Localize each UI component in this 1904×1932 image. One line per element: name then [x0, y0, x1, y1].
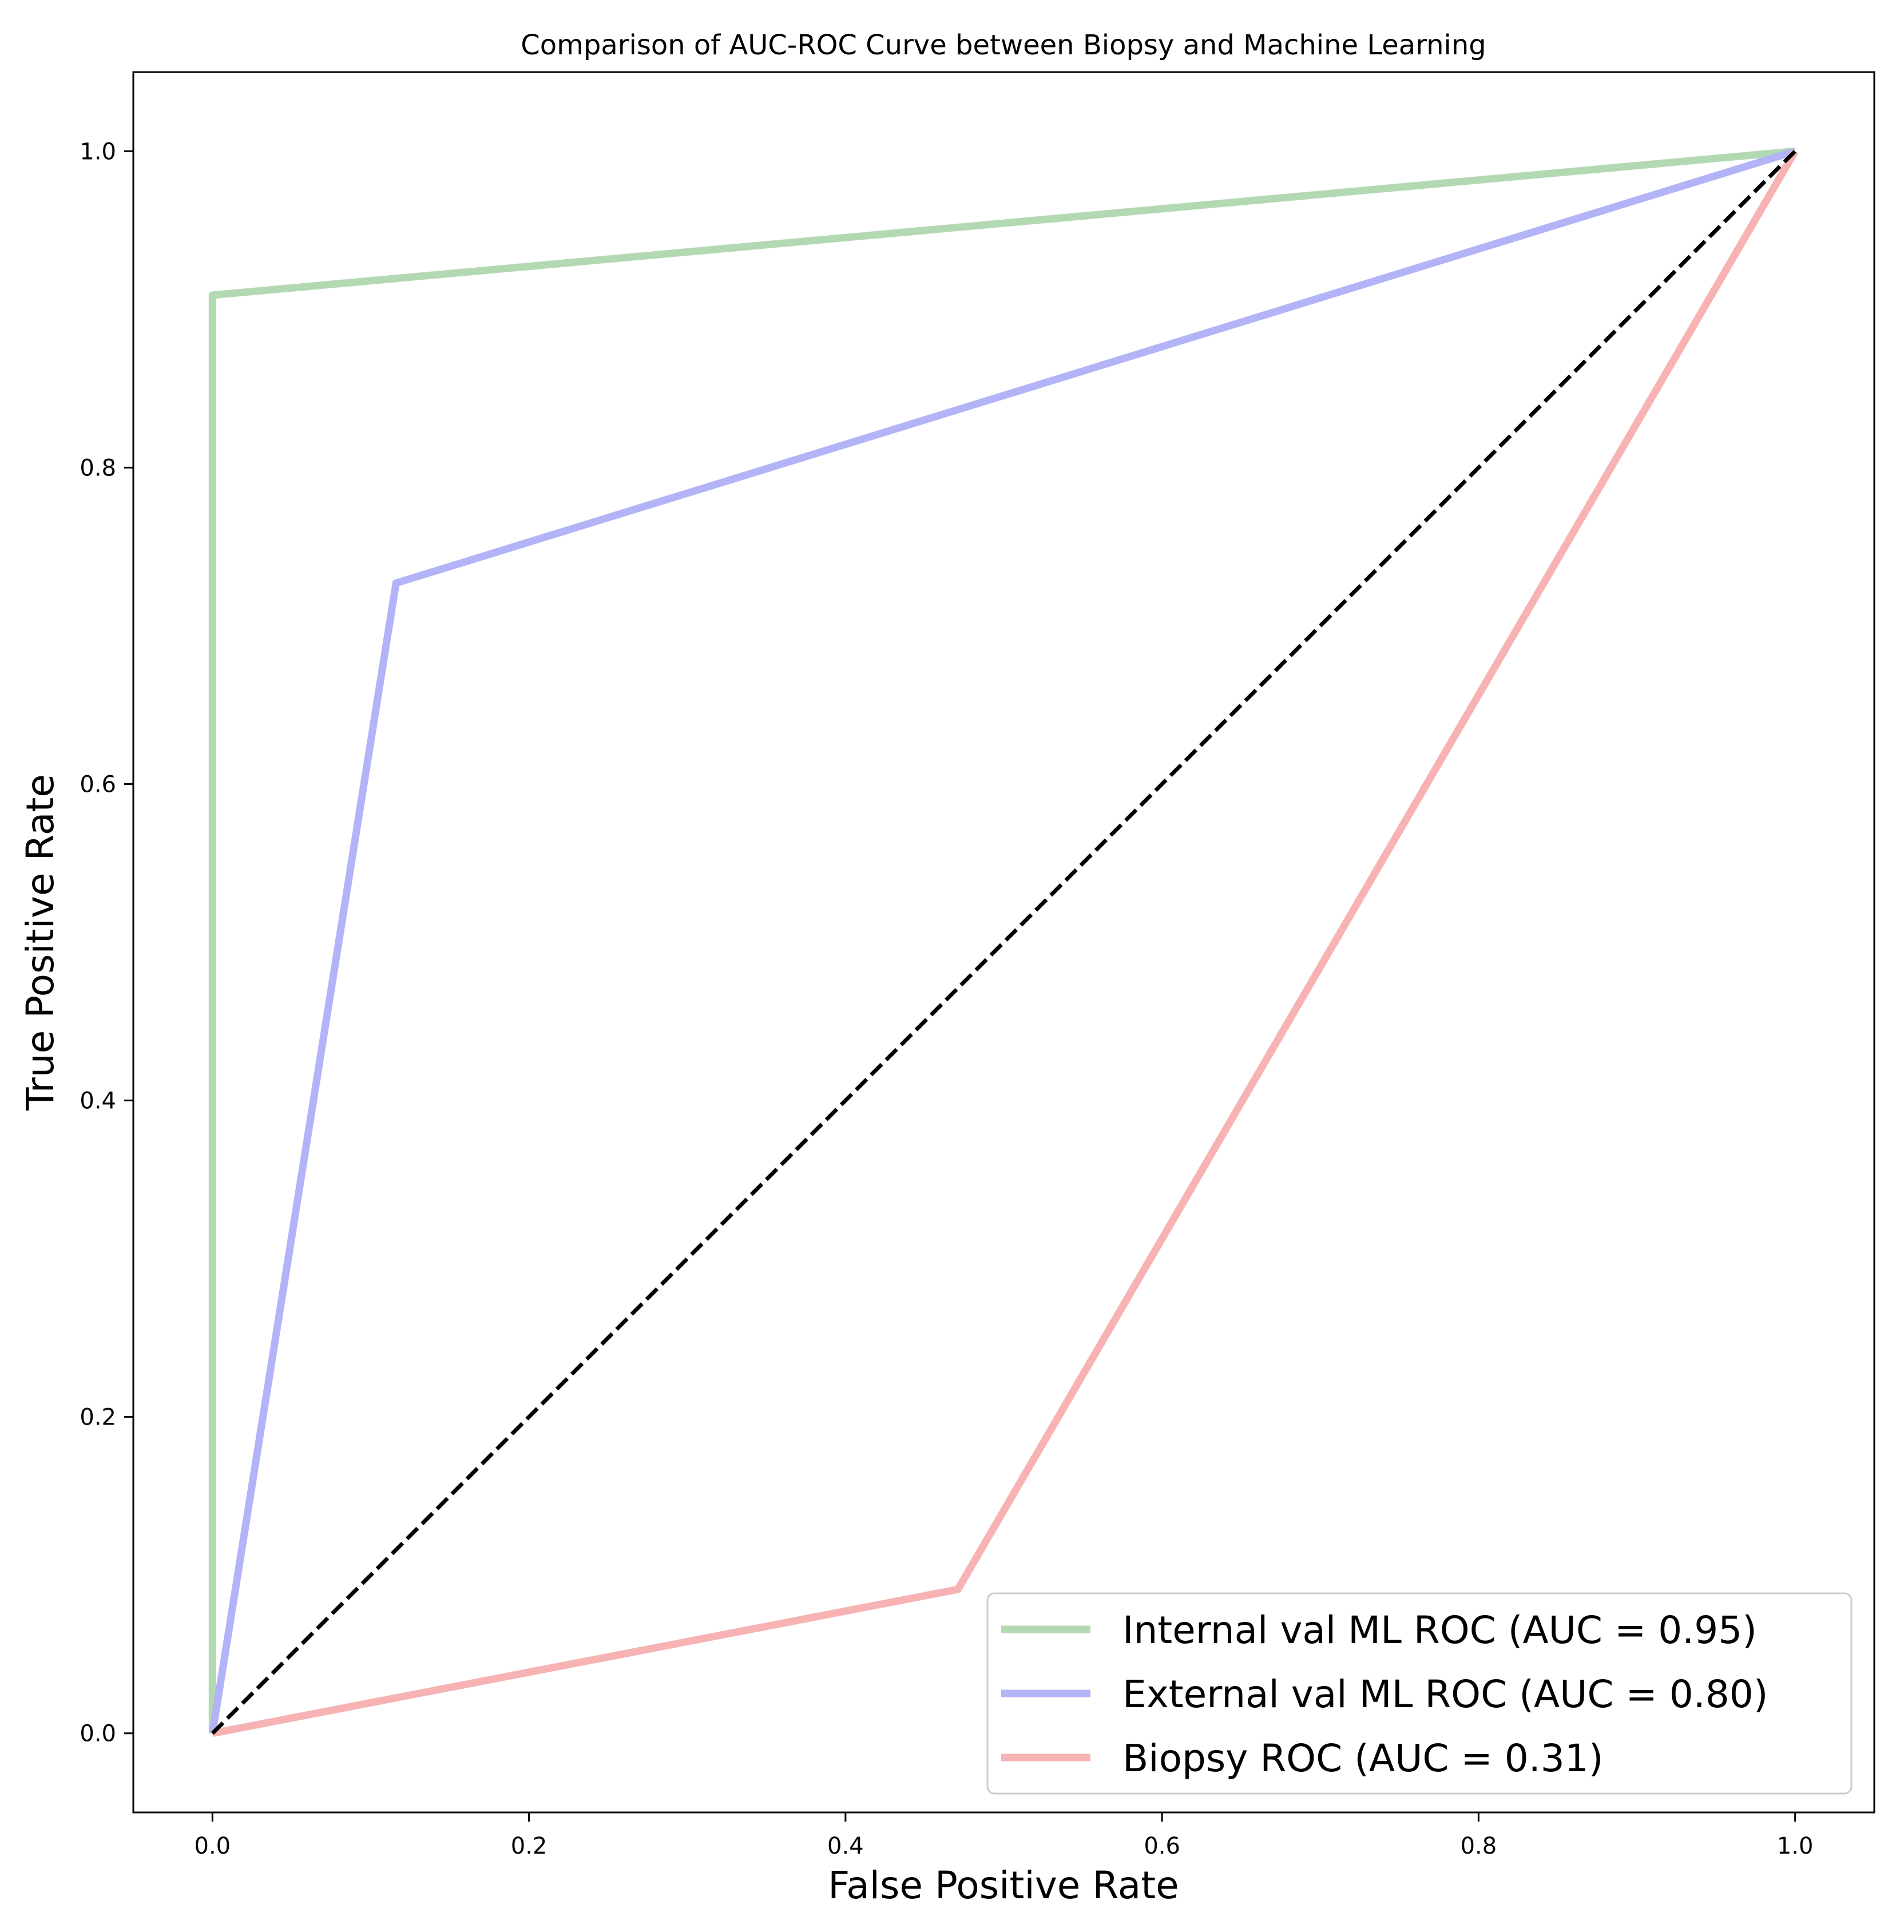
legend-label-2: External val ML ROC (AUC = 0.80): [1122, 1672, 1768, 1716]
y-tick-label: 0.8: [80, 455, 116, 481]
y-tick-label: 1.0: [80, 138, 116, 165]
legend-box: [986, 1592, 1853, 1795]
y-tick-label: 0.6: [80, 771, 116, 798]
axes-frame: [132, 71, 1875, 1814]
x-tick-label: 0.2: [511, 1833, 548, 1859]
chart-title: Comparison of AUC-ROC Curve between Biop…: [521, 29, 1486, 61]
y-tick-label: 0.0: [80, 1721, 116, 1747]
x-tick-label: 0.0: [195, 1833, 231, 1859]
x-axis: 0.0 0.2 0.4 0.6 0.8 1.0: [195, 1812, 1814, 1859]
x-tick-label: 1.0: [1777, 1833, 1814, 1859]
legend-label-1: Internal val ML ROC (AUC = 0.95): [1122, 1608, 1757, 1652]
reference-diagonal-line: [211, 149, 1797, 1735]
x-tick-label: 0.6: [1144, 1833, 1180, 1859]
y-axis: 0.0 0.2 0.4 0.6 0.8 1.0: [80, 138, 133, 1747]
series-line-3: [212, 149, 1799, 1737]
legend: Internal val ML ROC (AUC = 0.95) External…: [986, 1592, 1853, 1795]
y-axis-title: True Positive Rate: [18, 774, 62, 1111]
x-axis-title: False Positive Rate: [828, 1863, 1179, 1907]
y-tick-label: 0.4: [80, 1088, 116, 1114]
series-line-1: [208, 147, 1796, 1733]
x-tick-label: 0.4: [827, 1833, 864, 1859]
x-tick-label: 0.8: [1461, 1833, 1497, 1859]
legend-label-3: Biopsy ROC (AUC = 0.31): [1122, 1736, 1603, 1780]
series-line-2: [208, 148, 1796, 1734]
y-tick-label: 0.2: [80, 1405, 116, 1431]
plot-area: [208, 147, 1799, 1737]
